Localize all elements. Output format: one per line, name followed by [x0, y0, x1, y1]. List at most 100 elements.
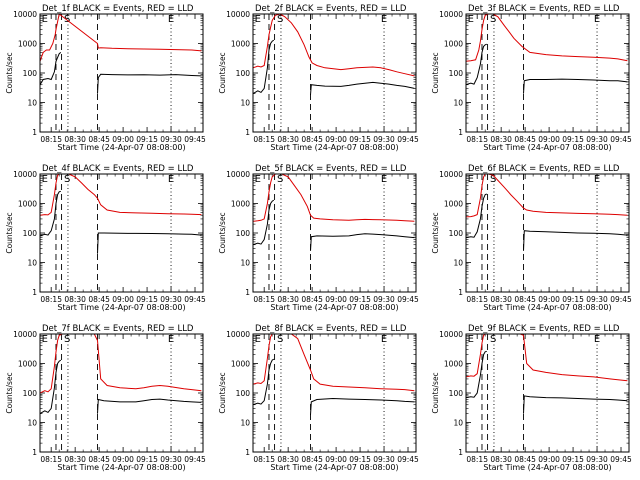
- lld-series-line: [253, 14, 415, 77]
- x-tick-label: 09:15: [136, 295, 158, 304]
- y-tick-label: 1000: [444, 40, 463, 49]
- segment-label: E: [594, 174, 600, 185]
- plot-frame: [465, 173, 630, 293]
- x-tick-label: 08:45: [301, 455, 323, 464]
- events-series-line: [253, 358, 415, 416]
- chart-panel: Det_2f BLACK = Events, RED = LLD Counts/s…: [218, 4, 419, 152]
- events-series-line: [40, 52, 202, 94]
- lld-series-line: [466, 14, 628, 62]
- x-tick-label: 08:15: [466, 135, 488, 144]
- y-axis-label: Counts/sec: [431, 52, 440, 93]
- x-tick-label: 09:00: [325, 455, 347, 464]
- y-tick-label: 1: [32, 448, 37, 457]
- y-axis-label: Counts/sec: [431, 372, 440, 413]
- x-tick-label: 09:00: [538, 295, 560, 304]
- plot-frame: [39, 333, 204, 453]
- y-axis-label: Counts/sec: [218, 372, 227, 413]
- x-tick-label: 09:30: [373, 455, 395, 464]
- x-tick-label: 09:00: [112, 455, 134, 464]
- chart-panel: Det_9f BLACK = Events, RED = LLD Counts/s…: [431, 324, 632, 472]
- x-tick-label: 08:45: [301, 295, 323, 304]
- x-tick-label: 08:15: [253, 455, 275, 464]
- x-tick-label: 08:30: [277, 295, 299, 304]
- x-tick-label: 09:30: [373, 295, 395, 304]
- x-tick-label: 08:15: [466, 295, 488, 304]
- segment-label: E: [468, 14, 474, 25]
- events-series-line: [253, 199, 415, 251]
- y-tick-label: 1: [458, 288, 463, 297]
- chart-panel: Det_8f BLACK = Events, RED = LLD Counts/s…: [218, 324, 419, 472]
- x-tick-label: 09:30: [160, 135, 182, 144]
- x-axis-label: Start Time (24-Apr-07 08:08:00): [270, 463, 398, 472]
- x-tick-label: 09:00: [325, 295, 347, 304]
- y-tick-label: 10: [27, 419, 37, 428]
- segment-label: E: [381, 334, 387, 345]
- chart-title: Det_8f BLACK = Events, RED = LLD: [255, 324, 407, 334]
- x-axis-label: Start Time (24-Apr-07 08:08:00): [57, 463, 185, 472]
- chart-panel: Det_3f BLACK = Events, RED = LLD Counts/s…: [431, 4, 632, 152]
- x-tick-label: 09:15: [562, 135, 584, 144]
- x-tick-label: 08:30: [277, 455, 299, 464]
- x-axis-label: Start Time (24-Apr-07 08:08:00): [57, 143, 185, 152]
- y-tick-label: 1000: [18, 40, 37, 49]
- x-tick-label: 08:45: [514, 295, 536, 304]
- segment-label: E: [255, 334, 261, 345]
- segment-label: S: [64, 174, 70, 185]
- segment-label: E: [255, 14, 261, 25]
- y-axis-label: Counts/sec: [218, 212, 227, 253]
- chart-panel: Det_4f BLACK = Events, RED = LLD Counts/s…: [5, 164, 206, 312]
- segment-label: E: [42, 14, 48, 25]
- segment-label: S: [277, 14, 283, 25]
- x-tick-label: 08:15: [466, 455, 488, 464]
- y-tick-label: 100: [236, 69, 251, 78]
- y-tick-label: 10000: [13, 170, 37, 179]
- x-tick-label: 09:15: [562, 455, 584, 464]
- x-tick-label: 08:45: [88, 295, 110, 304]
- x-tick-label: 08:30: [64, 455, 86, 464]
- x-tick-label: 09:45: [184, 295, 206, 304]
- x-tick-label: 09:15: [136, 455, 158, 464]
- y-tick-label: 100: [236, 229, 251, 238]
- x-tick-label: 09:45: [397, 135, 419, 144]
- segment-label: E: [468, 334, 474, 345]
- lld-series-line: [40, 334, 202, 394]
- lld-series-line: [466, 174, 628, 218]
- x-tick-label: 08:45: [88, 455, 110, 464]
- events-series-line: [253, 39, 415, 96]
- x-tick-label: 09:15: [349, 295, 371, 304]
- x-tick-label: 09:30: [373, 135, 395, 144]
- x-axis-label: Start Time (24-Apr-07 08:08:00): [57, 303, 185, 312]
- x-tick-label: 09:15: [349, 455, 371, 464]
- plot-frame: [465, 13, 630, 133]
- y-axis-label: Counts/sec: [431, 212, 440, 253]
- x-tick-label: 08:30: [277, 135, 299, 144]
- events-series-line: [40, 190, 202, 254]
- chart-title: Det_3f BLACK = Events, RED = LLD: [468, 4, 620, 14]
- segment-label: S: [277, 174, 283, 185]
- events-series-line: [40, 359, 202, 415]
- segment-label: S: [490, 14, 496, 25]
- x-axis-label: Start Time (24-Apr-07 08:08:00): [270, 303, 398, 312]
- x-tick-label: 09:00: [112, 295, 134, 304]
- x-axis-label: Start Time (24-Apr-07 08:08:00): [483, 463, 611, 472]
- x-tick-label: 09:15: [349, 135, 371, 144]
- x-tick-label: 08:15: [40, 455, 62, 464]
- y-tick-label: 1000: [444, 200, 463, 209]
- events-series-line: [466, 350, 628, 414]
- y-tick-label: 1000: [444, 360, 463, 369]
- x-tick-label: 09:00: [112, 135, 134, 144]
- plot-frame: [252, 333, 417, 453]
- y-tick-label: 1000: [18, 360, 37, 369]
- x-tick-label: 09:30: [160, 295, 182, 304]
- x-tick-label: 09:45: [184, 455, 206, 464]
- plot-frame: [39, 173, 204, 293]
- y-tick-label: 100: [23, 389, 38, 398]
- y-tick-label: 100: [449, 389, 464, 398]
- y-tick-label: 1: [32, 128, 37, 137]
- y-tick-label: 10000: [13, 330, 37, 339]
- x-tick-label: 09:00: [538, 455, 560, 464]
- chart-panel: Det_1f BLACK = Events, RED = LLD Counts/s…: [5, 4, 206, 152]
- segment-label: E: [594, 334, 600, 345]
- y-tick-label: 10000: [226, 170, 250, 179]
